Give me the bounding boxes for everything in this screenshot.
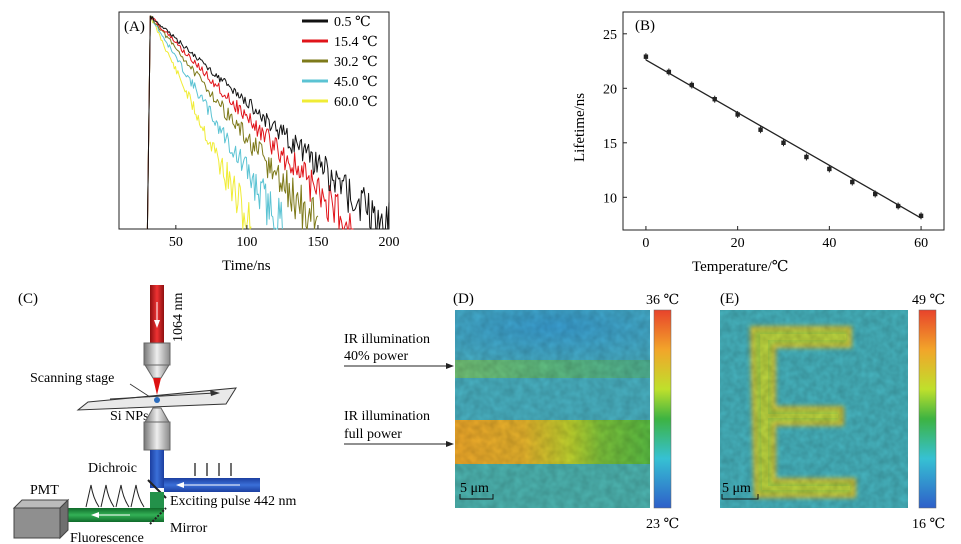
laser-wavelength-label: 1064 nm <box>171 293 186 343</box>
panel-d-colorbar <box>653 309 672 509</box>
panel-e-scalebar-label: 5 μm <box>722 481 751 496</box>
sample-label: Si NPs <box>110 409 149 424</box>
legend-label-2: 30.2 ℃ <box>334 55 378 70</box>
panel-b-xtick-label: 20 <box>731 236 745 251</box>
panel-b-ytick-label: 25 <box>603 28 617 43</box>
excitation-label: Exciting pulse 442 nm <box>170 494 296 509</box>
legend-label-0: 0.5 ℃ <box>334 15 371 30</box>
stage-arrow-icon <box>210 390 220 396</box>
panel-b-chart: 0 20 40 60 10 15 20 25 (B) Temperature/℃ Lifeti… <box>572 11 945 275</box>
panel-a-xtick-label: 150 <box>307 235 328 250</box>
decay-trace-4 <box>146 15 252 230</box>
data-point <box>781 140 786 145</box>
panel-b-frame <box>622 11 945 231</box>
panel-e-colorbar <box>918 309 937 509</box>
panel-b-label: (B) <box>635 18 655 34</box>
arrow1-line2: 40% power <box>344 349 408 364</box>
panel-e-cbar-min: 16 ℃ <box>912 517 945 532</box>
upper-objective <box>143 342 171 366</box>
data-point <box>758 127 763 132</box>
panel-b-xlabel: Temperature/℃ <box>692 259 789 275</box>
fluorescence-pulses <box>85 484 145 508</box>
decay-trace-3 <box>146 15 283 230</box>
mirror-label: Mirror <box>170 521 208 536</box>
excitation-arrow-icon <box>176 482 184 488</box>
panel-e-image <box>720 310 908 508</box>
laser-arrow-icon <box>154 320 160 328</box>
panel-d-thermal-map: (D) IR illumination 40% power IR illumin… <box>344 291 679 532</box>
data-point <box>850 179 855 185</box>
panel-a-label: (A) <box>124 19 145 35</box>
panel-a-xlabel: Time/ns <box>222 258 271 274</box>
legend-label-4: 60.0 ℃ <box>334 95 378 110</box>
panel-e-label: (E) <box>720 291 739 307</box>
focused-beam <box>153 378 161 395</box>
panel-d-scalebar <box>459 494 494 500</box>
data-point <box>873 191 878 197</box>
panel-d-cbar-min: 23 ℃ <box>646 517 679 532</box>
panel-b-xtick-label: 40 <box>822 236 836 251</box>
panel-b-ytick-label: 15 <box>603 137 617 152</box>
lower-objective <box>143 421 171 451</box>
arrow2-head-icon <box>446 441 454 447</box>
pmt-detector <box>12 499 70 509</box>
pmt-label: PMT <box>30 483 59 498</box>
fluorescence-arrow-icon <box>91 512 99 518</box>
data-point <box>643 54 649 59</box>
data-point <box>918 213 924 219</box>
excitation-beam-vertical <box>150 450 164 488</box>
panel-a-xtick-label: 50 <box>169 235 183 250</box>
arrow2-line2: full power <box>344 427 402 442</box>
data-point <box>804 154 809 160</box>
panel-b-xtick-label: 0 <box>642 236 649 251</box>
panel-b-ytick-label: 20 <box>603 82 617 97</box>
panel-e-scalebar <box>721 494 759 500</box>
fluorescence-label: Fluorescence <box>70 531 144 544</box>
panel-a-xtick-label: 100 <box>236 235 257 250</box>
panel-d-label: (D) <box>453 291 474 307</box>
decay-trace-1 <box>146 15 354 230</box>
panel-e-cbar-max: 49 ℃ <box>912 293 945 308</box>
legend-label-1: 15.4 ℃ <box>334 35 378 50</box>
panel-a-xtick-label: 200 <box>379 235 400 250</box>
panel-e-thermal-map: (E) 5 μm 49 ℃ 16 ℃ <box>720 291 945 532</box>
panel-d-image <box>455 310 650 508</box>
panel-b-ylabel: Lifetime/ns <box>572 93 588 162</box>
panel-b-ytick-label: 10 <box>603 191 617 206</box>
panel-c-schematic: (C) 1064 nm Scanning stage Si NPs Dichro… <box>12 285 296 544</box>
panel-c-label: (C) <box>18 291 38 307</box>
panel-a-chart: 50 100 150 200 (A) 0.5 ℃ 15.4 ℃ 30.2 ℃ 45.0 ℃ 6… <box>118 11 400 274</box>
dichroic-label: Dichroic <box>88 461 137 476</box>
legend-label-3: 45.0 ℃ <box>334 75 378 90</box>
arrow1-head-icon <box>446 363 454 369</box>
data-point <box>689 82 694 88</box>
stage-label: Scanning stage <box>30 371 114 386</box>
panel-b-xtick-label: 60 <box>914 236 928 251</box>
data-point <box>712 97 717 102</box>
data-point <box>735 112 740 117</box>
data-point <box>827 166 832 172</box>
decay-trace-2 <box>146 15 319 230</box>
decay-trace-0 <box>146 15 390 230</box>
data-point <box>895 203 901 209</box>
panel-d-scalebar-label: 5 μm <box>460 481 489 496</box>
excitation-pulses <box>194 463 232 476</box>
panel-d-cbar-max: 36 ℃ <box>646 293 679 308</box>
arrow2-line1: IR illumination <box>344 409 430 424</box>
data-point <box>666 69 672 75</box>
arrow1-line1: IR illumination <box>344 332 430 347</box>
fold-mirror <box>149 507 167 525</box>
